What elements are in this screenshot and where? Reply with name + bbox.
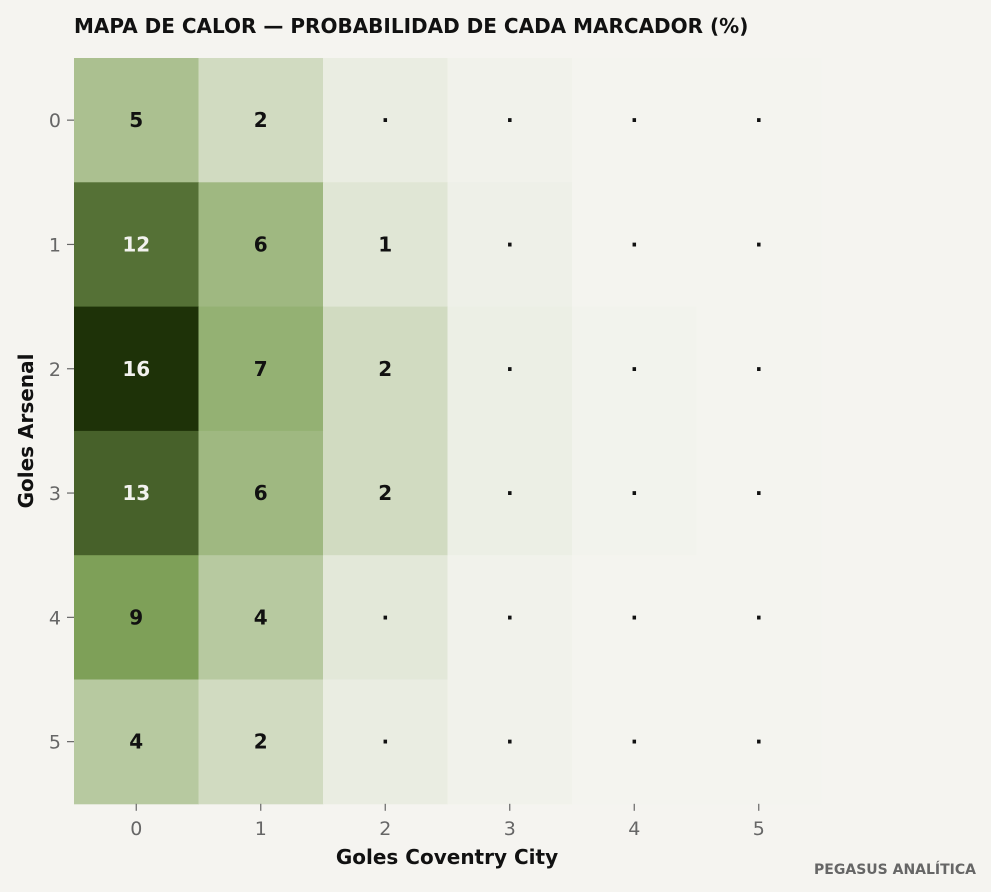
y-tick-label: 0: [49, 110, 61, 132]
cell-value-label: 2: [254, 730, 268, 754]
heatmap-cell: [447, 430, 573, 556]
heatmap-cell: [572, 58, 697, 183]
y-tick-label: 5: [49, 732, 61, 754]
x-axis-ticks: 0 1 2 3 4 5: [130, 803, 765, 840]
cell-value-label: 4: [129, 730, 143, 754]
x-tick-label: 1: [255, 818, 267, 840]
cell-value-label: 16: [122, 357, 150, 381]
y-tick-label: 3: [49, 483, 61, 505]
cell-value-label: 12: [122, 232, 150, 256]
x-tick-label: 0: [130, 818, 142, 840]
cell-value-label: 6: [254, 481, 268, 505]
x-tick-label: 2: [379, 818, 391, 840]
y-axis-label: Goles Arsenal: [14, 354, 38, 509]
heatmap-cell: [198, 182, 324, 308]
cell-value-label: ·: [506, 481, 514, 505]
cell-value-label: ·: [755, 730, 763, 754]
heatmap-cell: [696, 182, 822, 308]
cell-value-label: 2: [378, 481, 392, 505]
heatmap-cell: [74, 555, 199, 680]
heatmap-cell: [447, 679, 573, 805]
heatmap-cell: [198, 555, 324, 680]
cell-value-label: 2: [378, 357, 392, 381]
cell-value-label: ·: [506, 232, 514, 256]
heatmap-cell: [198, 306, 324, 432]
cell-value-label: ·: [381, 108, 389, 132]
cell-value-label: ·: [630, 730, 638, 754]
cell-value-label: 9: [129, 605, 143, 629]
heatmap-cell: [323, 555, 448, 680]
cell-value-label: 2: [254, 108, 268, 132]
heatmap-cell: [696, 58, 822, 183]
heatmap-cell: [323, 306, 448, 432]
heatmap-cell: [198, 58, 324, 183]
cell-value-label: ·: [506, 605, 514, 629]
cell-value-label: ·: [755, 108, 763, 132]
cell-value-label: 13: [122, 481, 150, 505]
y-tick-label: 4: [49, 607, 61, 629]
heatmap-cell: [572, 555, 697, 680]
cell-value-label: ·: [630, 605, 638, 629]
heatmap-cell: [323, 182, 448, 308]
cell-value-label: ·: [630, 232, 638, 256]
cell-value-label: ·: [381, 605, 389, 629]
heatmap-cells: 5 2 · · · · 12 6 1 · · · 16 7 2 · · · 13 6 2 · · · 9 4 · · · · 4 2 · · · ·: [74, 58, 822, 805]
heatmap-cell: [74, 58, 199, 183]
cell-value-label: 7: [254, 357, 268, 381]
heatmap-cell: [447, 555, 573, 680]
credit-label: PEGASUS ANALÍTICA: [814, 861, 976, 878]
heatmap-cell: [198, 430, 324, 556]
heatmap-cell: [74, 182, 199, 308]
cell-value-label: ·: [506, 357, 514, 381]
heatmap-cell: [696, 430, 822, 556]
heatmap-cell: [696, 555, 822, 680]
heatmap-cell: [572, 182, 697, 308]
cell-value-label: ·: [506, 730, 514, 754]
cell-value-label: ·: [755, 605, 763, 629]
heatmap-cell: [572, 306, 697, 432]
heatmap-cell: [323, 430, 448, 556]
cell-value-label: 6: [254, 232, 268, 256]
y-tick-label: 2: [49, 359, 61, 381]
y-axis-ticks: 0 1 2 3 4 5: [49, 110, 74, 754]
heatmap-cell: [696, 679, 822, 805]
cell-value-label: ·: [755, 357, 763, 381]
x-tick-label: 3: [504, 818, 516, 840]
x-tick-label: 4: [628, 818, 640, 840]
heatmap-cell: [696, 306, 822, 432]
cell-value-label: ·: [755, 481, 763, 505]
heatmap-cell: [198, 679, 324, 805]
heatmap-cell: [323, 679, 448, 805]
heatmap-cell: [74, 679, 199, 805]
cell-value-label: ·: [755, 232, 763, 256]
cell-value-label: ·: [630, 357, 638, 381]
cell-value-label: ·: [630, 108, 638, 132]
heatmap-cell: [447, 306, 573, 432]
cell-value-label: ·: [630, 481, 638, 505]
heatmap-cell: [572, 679, 697, 805]
cell-value-label: 5: [129, 108, 143, 132]
heatmap-cell: [572, 430, 697, 556]
heatmap-cell: [323, 58, 448, 183]
cell-value-label: 4: [254, 605, 268, 629]
heatmap-cell: [447, 58, 573, 183]
chart-title: MAPA DE CALOR — PROBABILIDAD DE CADA MAR…: [74, 14, 748, 38]
heatmap-cell: [74, 306, 199, 432]
heatmap-cell: [74, 430, 199, 556]
cell-value-label: ·: [506, 108, 514, 132]
cell-value-label: 1: [378, 232, 392, 256]
y-tick-label: 1: [49, 234, 61, 256]
x-tick-label: 5: [753, 818, 765, 840]
heatmap-cell: [447, 182, 573, 308]
cell-value-label: ·: [381, 730, 389, 754]
x-axis-label: Goles Coventry City: [336, 845, 558, 869]
